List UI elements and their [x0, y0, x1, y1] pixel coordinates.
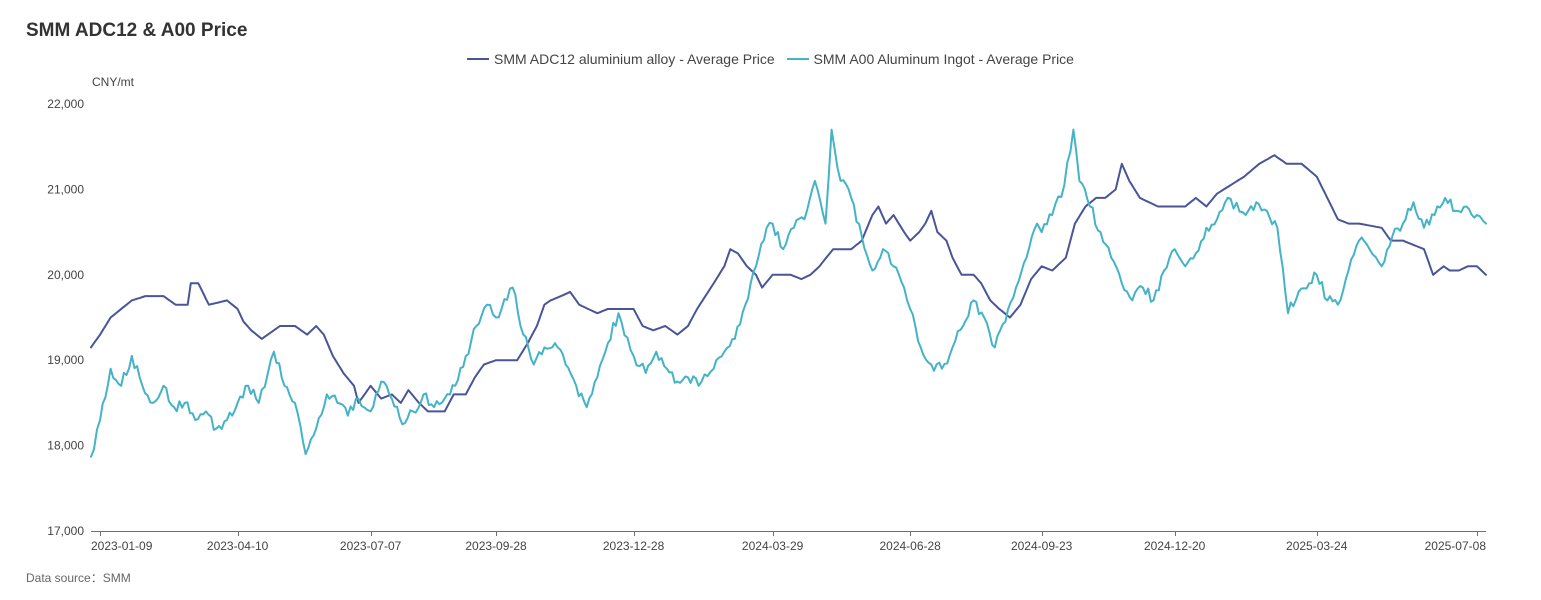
x-tick-label: 2025-03-24 [1286, 539, 1348, 553]
y-tick-label: 22,000 [47, 97, 84, 111]
y-tick-label: 19,000 [47, 353, 84, 367]
x-tick-label: 2024-03-29 [742, 539, 804, 553]
y-tick-label: 21,000 [47, 182, 84, 196]
x-tick-label: 2024-12-20 [1144, 539, 1206, 553]
legend-label-a00: SMM A00 Aluminum Ingot - Average Price [813, 51, 1074, 67]
y-tick-label: 18,000 [47, 439, 84, 453]
x-tick-label: 2023-12-28 [603, 539, 665, 553]
series-line-a00 [90, 128, 1487, 458]
x-tick-label: 2024-09-23 [1011, 539, 1073, 553]
x-tick-label: 2024-06-28 [879, 539, 941, 553]
y-axis-unit-label: CNY/mt [92, 75, 134, 89]
y-tick-label: 17,000 [47, 524, 84, 538]
x-tick-label: 2023-01-09 [91, 539, 153, 553]
chart-title: SMM ADC12 & A00 Price [26, 20, 248, 41]
legend-swatch-adc12 [467, 58, 490, 61]
data-source-note: Data source：SMM [26, 571, 131, 585]
legend-item-a00[interactable]: SMM A00 Aluminum Ingot - Average Price [786, 51, 1074, 67]
series-line-adc12 [90, 154, 1487, 413]
legend-swatch-a00 [786, 58, 809, 61]
y-tick-label: 20,000 [47, 268, 84, 282]
x-tick-label: 2023-07-07 [340, 539, 402, 553]
legend-label-adc12: SMM ADC12 aluminium alloy - Average Pric… [494, 51, 775, 67]
x-tick-label: 2023-09-28 [465, 539, 527, 553]
legend: SMM ADC12 aluminium alloy - Average Pric… [0, 51, 1541, 67]
legend-item-adc12[interactable]: SMM ADC12 aluminium alloy - Average Pric… [467, 51, 775, 67]
x-tick-label: 2025-07-08 [1425, 539, 1487, 553]
x-tick-label: 2023-04-10 [207, 539, 269, 553]
